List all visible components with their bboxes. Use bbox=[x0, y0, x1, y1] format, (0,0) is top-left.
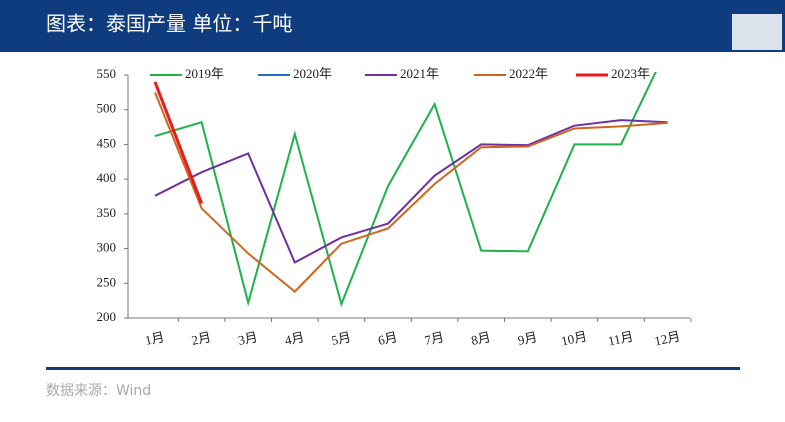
y-tick-label: 200 bbox=[97, 309, 117, 324]
y-tick-label: 300 bbox=[97, 240, 117, 255]
y-tick-label: 450 bbox=[97, 135, 117, 150]
y-tick-label: 250 bbox=[97, 274, 117, 289]
legend-label: 2020年 bbox=[293, 66, 332, 81]
x-tick-label: 6月 bbox=[377, 329, 399, 348]
y-tick-label: 550 bbox=[97, 66, 117, 81]
series-line bbox=[153, 81, 204, 204]
x-tick-label: 7月 bbox=[423, 329, 445, 348]
logo bbox=[732, 14, 782, 50]
x-tick-label: 3月 bbox=[237, 329, 259, 348]
x-tick-label: 11月 bbox=[607, 329, 635, 349]
legend-label: 2022年 bbox=[509, 66, 548, 81]
x-tick-label: 8月 bbox=[470, 329, 492, 348]
x-tick-label: 2月 bbox=[190, 329, 212, 348]
header-bar bbox=[0, 0, 785, 52]
x-tick-label: 1月 bbox=[144, 329, 166, 348]
source: 数据来源：Wind bbox=[46, 383, 151, 399]
series-line bbox=[154, 91, 668, 293]
footer-rule bbox=[46, 367, 740, 370]
header-title: 图表：泰国产量 单位：千吨 bbox=[46, 12, 292, 36]
x-tick-label: 12月 bbox=[653, 328, 682, 348]
plot bbox=[153, 72, 668, 308]
y-tick-label: 400 bbox=[97, 170, 117, 185]
y-tick-label: 350 bbox=[97, 205, 117, 220]
x-tick-label: 9月 bbox=[516, 329, 538, 348]
series-line bbox=[154, 72, 657, 308]
legend-label: 2021年 bbox=[400, 66, 439, 81]
legend-label: 2023年 bbox=[611, 66, 650, 81]
x-tick-label: 10月 bbox=[560, 328, 589, 348]
x-tick-label: 4月 bbox=[283, 329, 305, 348]
series-line bbox=[154, 119, 668, 264]
x-tick-label: 5月 bbox=[330, 329, 352, 348]
legend-label: 2019年 bbox=[185, 66, 224, 81]
y-tick-label: 500 bbox=[97, 101, 117, 116]
